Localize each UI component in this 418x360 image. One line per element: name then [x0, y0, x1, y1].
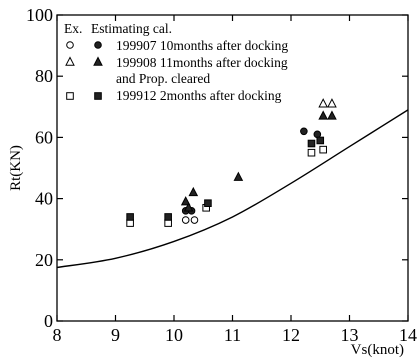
square-point-experiment-4: [319, 145, 327, 154]
triangle-point-estimate-5: [233, 171, 244, 181]
legend-square-open: [66, 92, 74, 100]
square-point-experiment-3: [307, 148, 316, 157]
y-tick-label-0: 0: [44, 311, 53, 331]
markers: [126, 98, 337, 227]
legend-label-1: 199907 10months after docking: [116, 38, 288, 53]
legend-triangle-filled: [93, 56, 103, 66]
square-point-experiment-1: [164, 219, 172, 227]
legend-header-est: Estimating cal.: [91, 21, 172, 36]
x-tick-label-1: 9: [111, 325, 120, 345]
triangle-point-estimate-6: [318, 110, 328, 120]
y-tick-label-3: 60: [35, 127, 53, 147]
triangle-point-experiment-0: [318, 98, 328, 108]
legend-label-2: 199908 11months after docking: [116, 55, 288, 70]
triangle-point-estimate-4: [183, 202, 194, 212]
y-tick-label-5: 100: [26, 5, 53, 25]
y-axis-title: Rt(KN): [8, 145, 24, 191]
circle-point-estimate-5: [313, 130, 322, 139]
square-point-estimate-5: [126, 213, 134, 221]
legend-label-4: 199912 2months after docking: [116, 88, 282, 103]
legend: Ex. Estimating cal. 199907 10months afte…: [64, 21, 288, 103]
circle-point-experiment-0: [181, 216, 190, 224]
triangle-point-estimate-3: [188, 186, 199, 197]
triangle-point-estimate-2: [180, 196, 191, 206]
square-point-estimate-8: [307, 139, 316, 148]
square-point-estimate-7: [204, 199, 212, 207]
legend-triangle-open: [65, 56, 75, 66]
legend-header-ex: Ex.: [64, 21, 82, 36]
y-tick-label-4: 80: [35, 66, 53, 86]
legend-circle-open: [66, 41, 74, 49]
estimate-line: [56, 109, 409, 269]
square-point-estimate-9: [316, 136, 325, 145]
x-tick-label-2: 10: [165, 325, 183, 345]
legend-symbols: [65, 41, 103, 100]
x-axis-title: Vs(knot): [351, 342, 404, 358]
estimate-curve: [56, 109, 409, 269]
circle-point-experiment-1: [190, 216, 199, 224]
x-tick-label-6: 14: [399, 325, 417, 345]
square-point-experiment-0: [126, 219, 134, 227]
x-tick-label-4: 12: [282, 325, 300, 345]
legend-square-filled: [94, 92, 102, 100]
tick-labels: 8 9 10 11 12 13 14 0 20 40 60 80 100: [26, 5, 417, 345]
triangle-point-estimate-7: [327, 110, 337, 120]
triangle-point-experiment-1: [327, 98, 337, 108]
square-point-estimate-6: [164, 213, 172, 221]
y-tick-label-2: 40: [35, 189, 53, 209]
x-tick-label-0: 8: [53, 325, 62, 345]
y-tick-label-1: 20: [35, 250, 53, 270]
legend-label-3: and Prop. cleared: [116, 71, 210, 86]
ticks: [56, 14, 409, 322]
x-tick-label-5: 13: [341, 325, 359, 345]
x-tick-label-3: 11: [224, 325, 241, 345]
legend-circle-filled: [94, 41, 102, 49]
circle-point-estimate-4: [300, 127, 308, 136]
